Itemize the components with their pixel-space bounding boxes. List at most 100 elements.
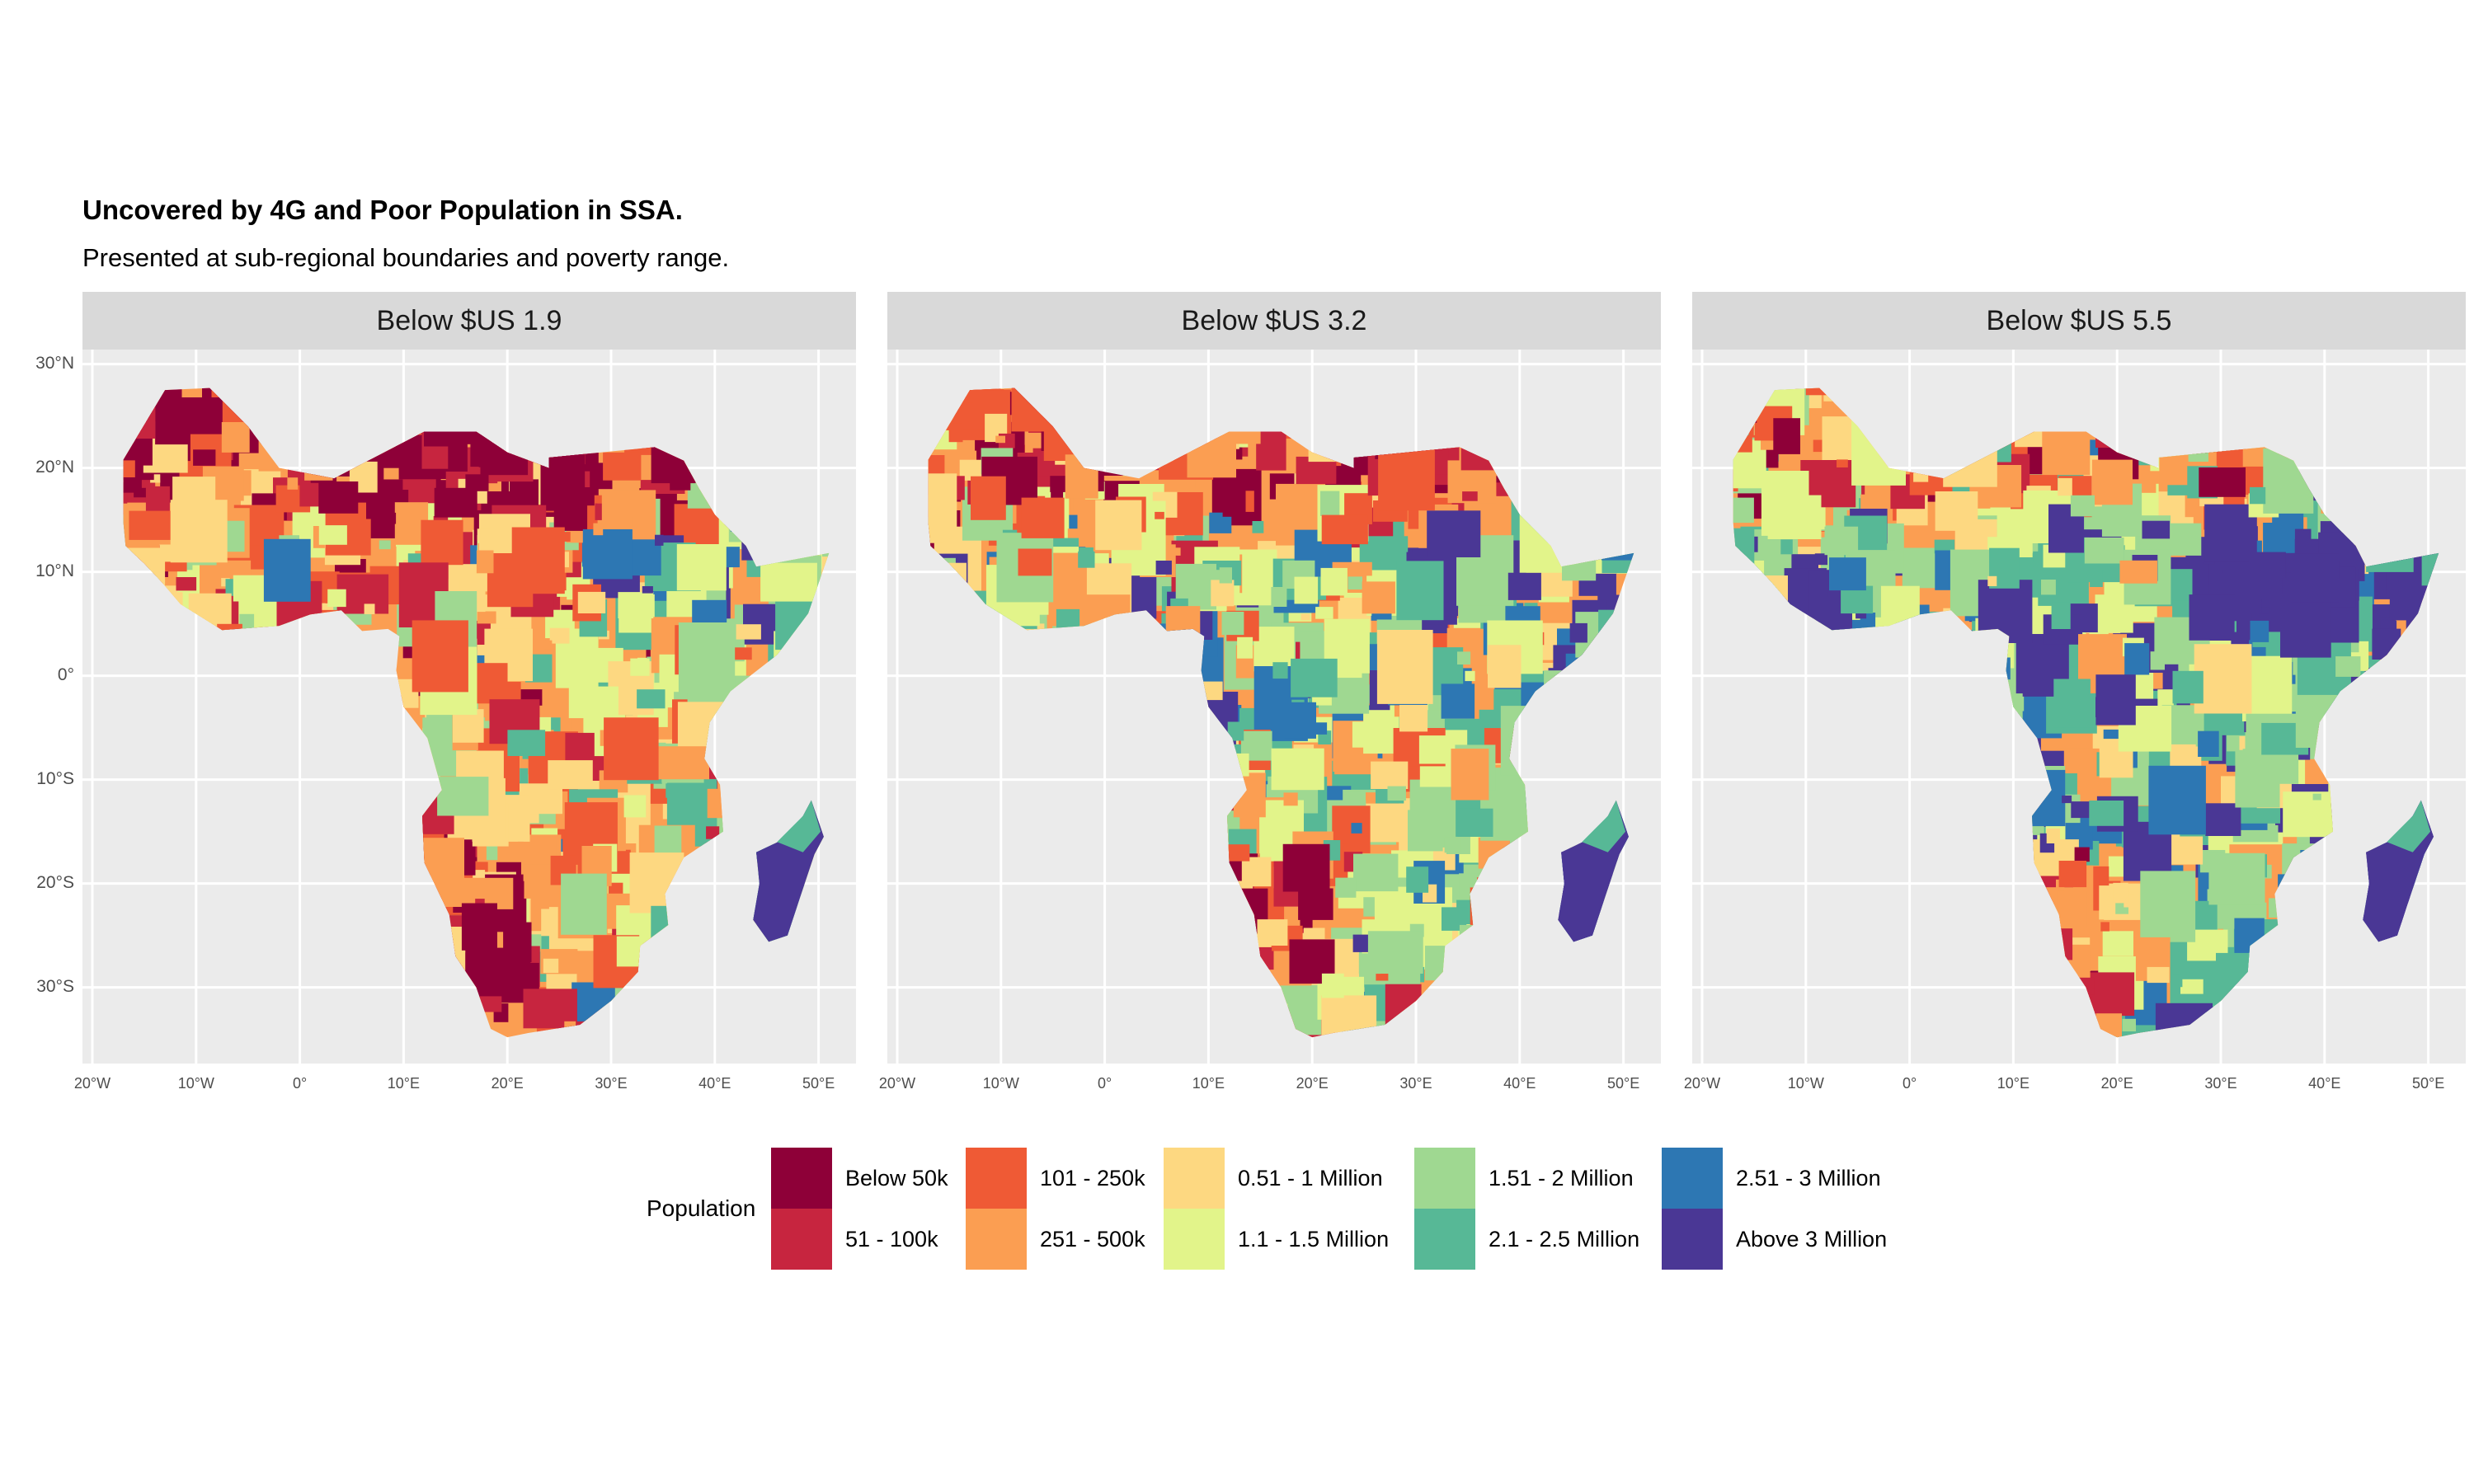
sub-region — [1624, 445, 1634, 470]
x-axis-tick-label: 20°W — [1683, 1075, 1721, 1092]
sub-region — [741, 539, 759, 561]
sub-region — [2165, 414, 2177, 425]
sub-region — [1192, 935, 1202, 946]
sub-region — [948, 607, 990, 641]
x-axis-tick-label: 30°E — [595, 1075, 628, 1092]
sub-region — [722, 547, 740, 568]
sub-region — [134, 661, 185, 715]
sub-region — [314, 761, 329, 780]
sub-region — [365, 1020, 391, 1038]
sub-region — [1745, 993, 1771, 1026]
sub-region — [1921, 849, 1945, 879]
sub-region — [1554, 1009, 1565, 1020]
sub-region — [1157, 696, 1185, 718]
sub-region — [774, 503, 804, 533]
sub-region — [1493, 942, 1511, 953]
sub-region — [317, 849, 374, 912]
legend-label: 101 - 250k — [1040, 1165, 1145, 1190]
sub-region — [163, 679, 205, 703]
sub-region — [761, 669, 786, 698]
sub-region — [1154, 648, 1181, 686]
sub-region — [1145, 964, 1191, 1002]
sub-region — [1489, 862, 1546, 902]
sub-region — [1340, 406, 1381, 456]
sub-region — [732, 989, 768, 1035]
sub-region — [1918, 951, 1945, 983]
sub-region — [247, 977, 302, 1020]
sub-region — [1799, 726, 1818, 746]
sub-region — [1978, 766, 2010, 787]
sub-region — [1741, 659, 1794, 702]
sub-region — [2115, 415, 2140, 430]
sub-region — [1850, 926, 1893, 975]
sub-region — [529, 409, 587, 446]
sub-region — [1958, 920, 1995, 959]
sub-region — [2345, 459, 2359, 472]
sub-region — [1494, 425, 1538, 474]
sub-region — [1733, 970, 1740, 988]
sub-region — [1489, 421, 1518, 453]
sub-region — [374, 995, 430, 1038]
sub-region — [218, 872, 275, 922]
sub-region — [424, 407, 468, 447]
sub-region — [1739, 759, 1761, 773]
sub-region — [324, 625, 355, 648]
sub-region — [190, 932, 242, 1001]
sub-region — [2248, 552, 2286, 599]
sub-region — [1172, 741, 1186, 754]
sub-region — [1830, 771, 1866, 808]
legend-item: Above 3 Million — [1662, 1209, 1887, 1270]
sub-region — [1743, 731, 1773, 750]
sub-region — [1986, 925, 2035, 981]
sub-region — [1126, 683, 1155, 705]
sub-region — [336, 895, 388, 938]
sub-region — [477, 701, 487, 713]
sub-region — [1462, 491, 1478, 501]
legend-label: 0.51 - 1 Million — [1238, 1165, 1383, 1190]
sub-region — [123, 387, 143, 420]
sub-region — [233, 894, 286, 965]
sub-region — [1522, 700, 1546, 732]
sub-region — [1733, 1002, 1739, 1017]
sub-region — [346, 712, 383, 741]
sub-region — [1173, 739, 1202, 772]
sub-region — [723, 470, 750, 494]
sub-region — [1066, 919, 1084, 943]
sub-region — [2356, 420, 2399, 472]
sub-region — [1525, 960, 1561, 997]
sub-region — [717, 754, 732, 769]
sub-region — [1321, 973, 1344, 998]
sub-region — [359, 867, 386, 893]
sub-region — [123, 784, 134, 811]
sub-region — [1550, 387, 1598, 435]
sub-region — [938, 956, 958, 981]
sub-region — [1757, 707, 1790, 741]
sub-region — [1989, 704, 2001, 713]
sub-region — [1235, 971, 1266, 1006]
sub-region — [276, 874, 303, 897]
sub-region — [416, 1015, 451, 1038]
sub-region — [2354, 1021, 2381, 1038]
sub-region — [2281, 958, 2329, 1025]
sub-region — [960, 787, 1012, 839]
sub-region — [1595, 743, 1634, 782]
sub-region — [2280, 594, 2331, 658]
sub-region — [825, 439, 830, 458]
sub-region — [1265, 1030, 1277, 1038]
sub-region — [2194, 644, 2252, 714]
sub-region — [1268, 1018, 1282, 1030]
sub-region — [2406, 528, 2425, 553]
sub-region — [219, 636, 261, 679]
sub-region — [1195, 692, 1239, 749]
sub-region — [2089, 801, 2124, 826]
sub-region — [1353, 853, 1399, 892]
sub-region — [1856, 928, 1910, 982]
sub-region — [810, 742, 830, 763]
sub-region — [1838, 824, 1862, 845]
sub-region — [307, 609, 338, 646]
sub-region — [1992, 832, 2005, 843]
sub-region — [1874, 864, 1893, 878]
sub-region — [737, 703, 757, 726]
sub-region — [1573, 704, 1607, 741]
sub-region — [2266, 970, 2304, 1021]
